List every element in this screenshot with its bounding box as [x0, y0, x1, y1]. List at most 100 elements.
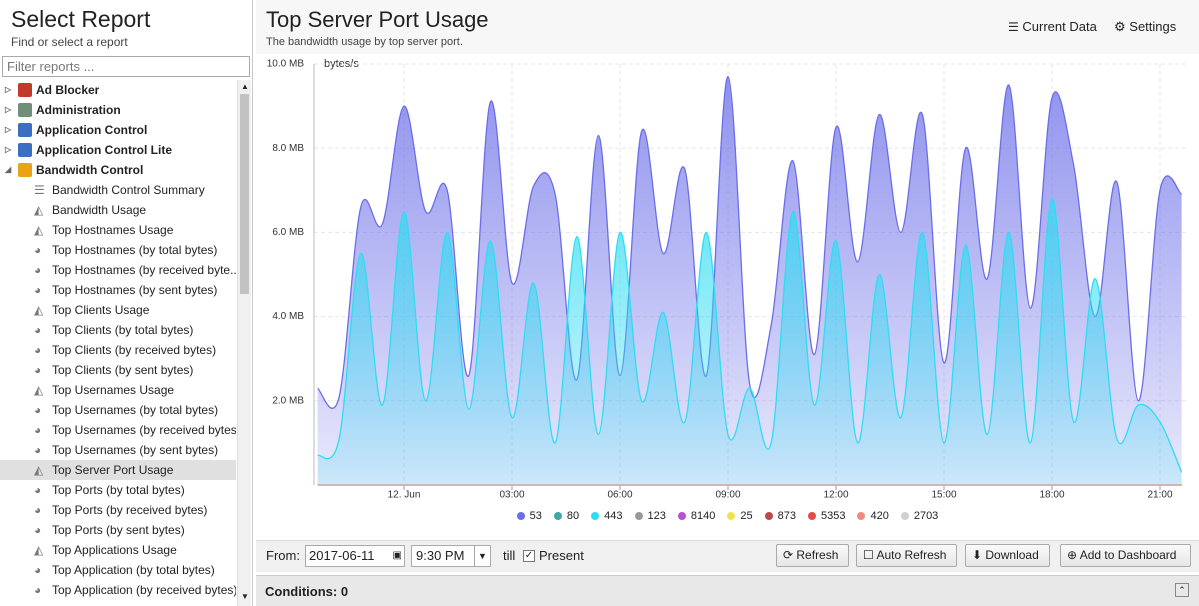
report-header: Top Server Port Usage The bandwidth usag… [256, 0, 1199, 54]
pie-icon: ◕ [34, 323, 42, 337]
y-tick-label: 8.0 MB [272, 143, 304, 154]
tree-item[interactable]: ◕ Top Usernames (by received bytes) [0, 420, 236, 440]
expand-button[interactable]: ⌃ [1175, 583, 1189, 597]
time-select[interactable]: 9:30 PM ▼ [411, 545, 491, 567]
item-label: Top Applications Usage [52, 543, 177, 557]
scroll-up[interactable]: ▲ [241, 82, 249, 91]
tree-item[interactable]: ◕ Top Application (by total bytes) [0, 560, 236, 580]
settings-button[interactable]: ⚙ Settings [1114, 19, 1176, 35]
add-to-dashboard-label: Add to Dashboard [1079, 548, 1177, 562]
legend-swatch [634, 512, 643, 520]
legend-swatch [553, 512, 562, 520]
tree-item[interactable]: ◭ Top Server Port Usage [0, 460, 236, 480]
item-label: Top Clients (by received bytes) [52, 343, 217, 357]
group-icon [18, 143, 32, 157]
pie-icon: ◕ [34, 423, 42, 437]
legend-item[interactable]: 420 [857, 507, 889, 525]
tree-item[interactable]: ◕ Top Application (by received bytes) [0, 580, 236, 600]
x-tick-label: 09:00 [715, 490, 740, 501]
filter-placeholder: Filter reports ... [7, 59, 95, 74]
legend-item[interactable]: 873 [764, 507, 796, 525]
tree-group[interactable]: ▷ Administration [0, 100, 236, 120]
pie-icon: ◕ [34, 563, 42, 577]
area-icon: ◭ [34, 223, 44, 237]
tree-item[interactable]: ◕ Top Clients (by total bytes) [0, 320, 236, 340]
legend-swatch [857, 512, 866, 520]
present-checkbox[interactable]: ✓ [523, 550, 535, 562]
tree-item[interactable]: ◭ Top Applications Usage [0, 540, 236, 560]
group-icon [18, 103, 32, 117]
legend-item[interactable]: 53 [516, 507, 542, 525]
add-to-dashboard-button[interactable]: ⊕ Add to Dashboard [1060, 544, 1191, 567]
legend-item[interactable]: 123 [634, 507, 666, 525]
x-tick-label: 06:00 [607, 490, 632, 501]
tree-item[interactable]: ◕ Top Hostnames (by total bytes) [0, 240, 236, 260]
tree-item[interactable]: ◕ Top Clients (by sent bytes) [0, 360, 236, 380]
item-label: Top Hostnames Usage [52, 223, 174, 237]
legend-swatch [727, 512, 736, 520]
tree-group[interactable]: ◢ Bandwidth Control [0, 160, 236, 180]
tree-item[interactable]: ☰ Bandwidth Control Summary [0, 180, 236, 200]
tree-group[interactable]: ▷ Ad Blocker [0, 80, 236, 100]
legend-swatch [591, 512, 600, 520]
tree-item[interactable]: ◕ Top Hostnames (by received byte... [0, 260, 236, 280]
y-tick-label: 10.0 MB [267, 59, 305, 70]
tree-item[interactable]: ◕ Top Ports (by total bytes) [0, 480, 236, 500]
item-label: Top Clients Usage [52, 303, 150, 317]
tree-item[interactable]: ◭ Top Clients Usage [0, 300, 236, 320]
report-title: Top Server Port Usage [266, 7, 489, 32]
x-tick-label: 15:00 [931, 490, 956, 501]
tree-item[interactable]: ◕ Top Ports (by sent bytes) [0, 520, 236, 540]
legend-label: 123 [647, 510, 666, 522]
item-label: Top Server Port Usage [52, 463, 174, 477]
list-icon: ☰ [34, 183, 45, 197]
legend-label: 443 [604, 510, 623, 522]
expander: ◢ [5, 165, 12, 174]
legend-item[interactable]: 5353 [807, 507, 845, 525]
auto-refresh-label: Auto Refresh [876, 548, 947, 562]
sidebar-title: Select Report [11, 6, 151, 32]
legend-item[interactable]: 2703 [900, 507, 938, 525]
conditions-bar[interactable]: Conditions: 0 ⌃ [256, 575, 1199, 606]
tree-item[interactable]: ◕ Top Usernames (by sent bytes) [0, 440, 236, 460]
current-data-button[interactable]: ☰ Current Data [1008, 19, 1097, 34]
current-data-label: Current Data [1022, 19, 1097, 34]
group-label: Application Control Lite [36, 143, 172, 157]
tree-item[interactable]: ◭ Bandwidth Usage [0, 200, 236, 220]
area-icon: ◭ [34, 203, 44, 217]
scroll-thumb[interactable] [240, 94, 249, 294]
item-label: Top Hostnames (by sent bytes) [52, 283, 218, 297]
date-input[interactable]: 2017-06-11 ▣ [305, 545, 405, 567]
tree-item[interactable]: ◭ Top Hostnames Usage [0, 220, 236, 240]
y-tick-label: 6.0 MB [272, 227, 304, 238]
scrollbar[interactable]: ▲ ▼ [237, 80, 251, 606]
x-tick-label: 03:00 [499, 490, 524, 501]
legend-item[interactable]: 25 [727, 507, 753, 525]
scroll-down[interactable]: ▼ [241, 592, 249, 601]
filter-input[interactable]: Filter reports ... [2, 56, 250, 77]
item-label: Top Usernames (by sent bytes) [52, 443, 219, 457]
item-label: Top Usernames (by received bytes) [52, 423, 236, 437]
refresh-label: Refresh [796, 548, 839, 562]
refresh-button[interactable]: ⟳ Refresh [776, 544, 849, 567]
tree-item[interactable]: ◕ Top Hostnames (by sent bytes) [0, 280, 236, 300]
y-axis-label: bytes/s [324, 58, 359, 70]
tree-item[interactable]: ◕ Top Ports (by received bytes) [0, 500, 236, 520]
item-label: Top Hostnames (by received byte... [52, 263, 236, 277]
tree-group[interactable]: ▷ Application Control Lite [0, 140, 236, 160]
expander: ▷ [5, 85, 12, 94]
legend-item[interactable]: 80 [553, 507, 579, 525]
pie-icon: ◕ [34, 403, 42, 417]
pie-icon: ◕ [34, 483, 42, 497]
tree-item[interactable]: ◭ Top Usernames Usage [0, 380, 236, 400]
legend-item[interactable]: 443 [591, 507, 623, 525]
tree-group[interactable]: ▷ Application Control [0, 120, 236, 140]
auto-refresh-button[interactable]: ☐ Auto Refresh [856, 544, 957, 567]
legend-item[interactable]: 8140 [677, 507, 715, 525]
pie-icon: ◕ [34, 443, 42, 457]
tree-item[interactable]: ◕ Top Clients (by received bytes) [0, 340, 236, 360]
download-button[interactable]: ⬇ Download [965, 544, 1050, 567]
settings-label: Settings [1129, 19, 1177, 34]
y-tick-label: 2.0 MB [272, 395, 304, 406]
tree-item[interactable]: ◕ Top Usernames (by total bytes) [0, 400, 236, 420]
